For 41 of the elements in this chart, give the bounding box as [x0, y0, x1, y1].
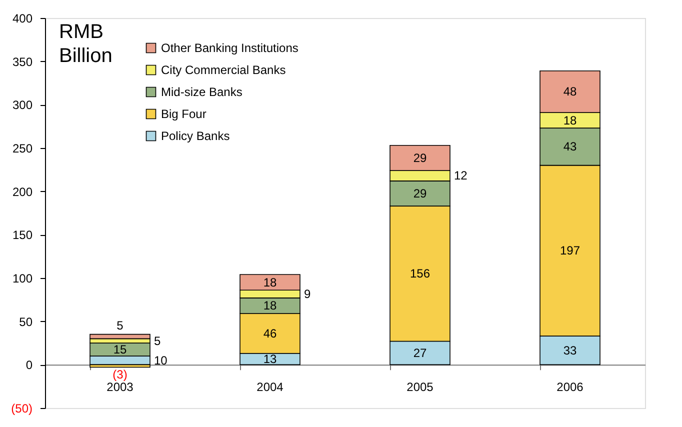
data-label: 5: [116, 318, 124, 332]
x-tick-label: 2003: [106, 380, 134, 394]
y-tick-label: 350: [12, 54, 33, 69]
data-label: 29: [413, 150, 427, 165]
data-label: 156: [410, 266, 430, 281]
data-label: (3): [112, 367, 128, 382]
data-label: 18: [263, 275, 277, 290]
x-tick-label: 2005: [406, 380, 434, 394]
legend-label: Policy Banks: [161, 129, 230, 143]
y-tick-label: 50: [19, 314, 33, 329]
data-label: 48: [563, 84, 577, 99]
data-label: 46: [263, 326, 277, 340]
legend-label: Big Four: [161, 107, 206, 121]
data-label: 12: [454, 168, 468, 183]
data-label: 197: [560, 244, 580, 258]
y-tick-label: 300: [12, 98, 33, 112]
y-tick-label: 250: [12, 142, 33, 156]
y-tick-label: (50): [11, 402, 32, 416]
x-tick-label: 2006: [556, 380, 584, 394]
data-label: 29: [413, 186, 427, 200]
data-label: 15: [113, 342, 127, 356]
x-tick-label: 2004: [256, 380, 284, 394]
data-label: 27: [413, 346, 427, 360]
legend-label: Other Banking Institutions: [161, 41, 298, 55]
y-axis-title: RMB Billion: [59, 21, 112, 67]
y-tick-label: 0: [26, 358, 33, 372]
data-label: 10: [154, 353, 168, 368]
data-label: 5: [154, 334, 161, 348]
data-label: 18: [263, 298, 277, 313]
bar: [90, 334, 150, 340]
data-label: 9: [304, 287, 311, 302]
data-label: 43: [563, 140, 577, 154]
y-tick-label: 400: [12, 12, 33, 26]
data-label: 33: [563, 343, 577, 358]
y-tick-label: 200: [12, 184, 33, 199]
y-tick-label: 100: [12, 272, 33, 286]
y-tick-label: 150: [12, 228, 33, 242]
legend-label: Mid-size Banks: [161, 85, 242, 99]
legend-label: City Commercial Banks: [161, 63, 286, 77]
data-label: 13: [263, 352, 277, 366]
data-label: 18: [563, 113, 577, 128]
